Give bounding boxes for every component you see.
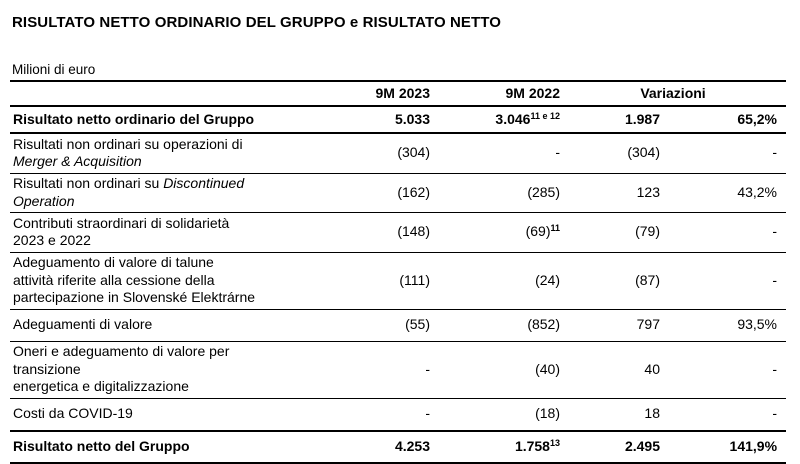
row-label: Risultato netto ordinario del Gruppo [10,106,350,134]
value-9m-2023: (111) [350,252,430,310]
value-variation-abs: 797 [560,309,660,342]
value-variation-pct: 43,2% [660,173,787,213]
value-variation-pct: 65,2% [660,106,787,134]
row-label: Risultato netto del Gruppo [10,430,350,464]
table-header-row: 9M 2023 9M 2022 Variazioni [10,80,787,107]
table-row: Risultati non ordinari su Discontinued Op… [10,173,787,213]
value-9m-2022: (852) [430,309,560,342]
value-variation-pct: 141,9% [660,430,787,464]
column-header-9m-2022: 9M 2022 [430,80,560,107]
table-row: Oneri e adeguamento di valore per transiz… [10,341,787,399]
value-variation-abs: 123 [560,173,660,213]
value-9m-2023: 4.253 [350,430,430,464]
value-variation-pct: - [660,341,787,399]
value-9m-2023: (304) [350,133,430,174]
table-row: Risultato netto ordinario del Gruppo 5.03… [10,106,787,134]
footnote-reference: 11 e 12 [530,110,560,121]
value-9m-2022: - [430,133,560,174]
value-9m-2022: 3.04611 e 12 [430,106,560,134]
footnote-reference: 13 [549,437,560,448]
row-label: Adeguamenti di valore [10,309,350,342]
results-table: 9M 2023 9M 2022 Variazioni Risultato net… [10,80,787,464]
value-9m-2022: (40) [430,341,560,399]
value-9m-2023: (55) [350,309,430,342]
row-label: Risultati non ordinari su Discontinued Op… [10,173,350,213]
column-header-empty [10,80,350,107]
value-variation-abs: 2.495 [560,430,660,464]
table-row: Contributi straordinari di solidarietà 20… [10,212,787,253]
table-row: Risultati non ordinari su operazioni di M… [10,133,787,174]
value-9m-2023: - [350,398,430,432]
unit-label: Milioni di euro [12,62,96,77]
value-9m-2022: (285) [430,173,560,213]
value-variation-pct: - [660,133,787,174]
row-label: Risultati non ordinari su operazioni di M… [10,133,350,174]
row-label: Oneri e adeguamento di valore per transiz… [10,341,350,399]
column-header-9m-2023: 9M 2023 [350,80,430,107]
column-header-variazioni: Variazioni [560,80,787,107]
value-variation-pct: - [660,398,787,432]
value-9m-2022: (18) [430,398,560,432]
table-row: Adeguamento di valore di talune attività … [10,252,787,310]
value-variation-pct: - [660,212,787,253]
value-variation-pct: - [660,252,787,310]
value-9m-2022: (24) [430,252,560,310]
value-9m-2023: - [350,341,430,399]
value-9m-2023: (162) [350,173,430,213]
table-row: Risultato netto del Gruppo 4.253 1.75813 2.… [10,430,787,464]
value-9m-2022: (69)11 [430,212,560,253]
value-variation-pct: 93,5% [660,309,787,342]
row-label: Adeguamento di valore di talune attività … [10,252,350,310]
value-9m-2023: (148) [350,212,430,253]
page-title: RISULTATO NETTO ORDINARIO DEL GRUPPO e R… [12,14,502,31]
value-variation-abs: (304) [560,133,660,174]
table-row: Adeguamenti di valore (55) (852) 797 93,5% [10,309,787,342]
value-variation-abs: (87) [560,252,660,310]
footnote-reference: 11 [550,223,560,234]
value-variation-abs: (79) [560,212,660,253]
value-9m-2023: 5.033 [350,106,430,134]
value-variation-abs: 1.987 [560,106,660,134]
table-row: Costi da COVID-19- (18) 18- [10,398,787,432]
value-variation-abs: 18 [560,398,660,432]
value-variation-abs: 40 [560,341,660,399]
value-9m-2022: 1.75813 [430,430,560,464]
row-label: Contributi straordinari di solidarietà 20… [10,212,350,253]
row-label: Costi da COVID-19 [10,398,350,432]
